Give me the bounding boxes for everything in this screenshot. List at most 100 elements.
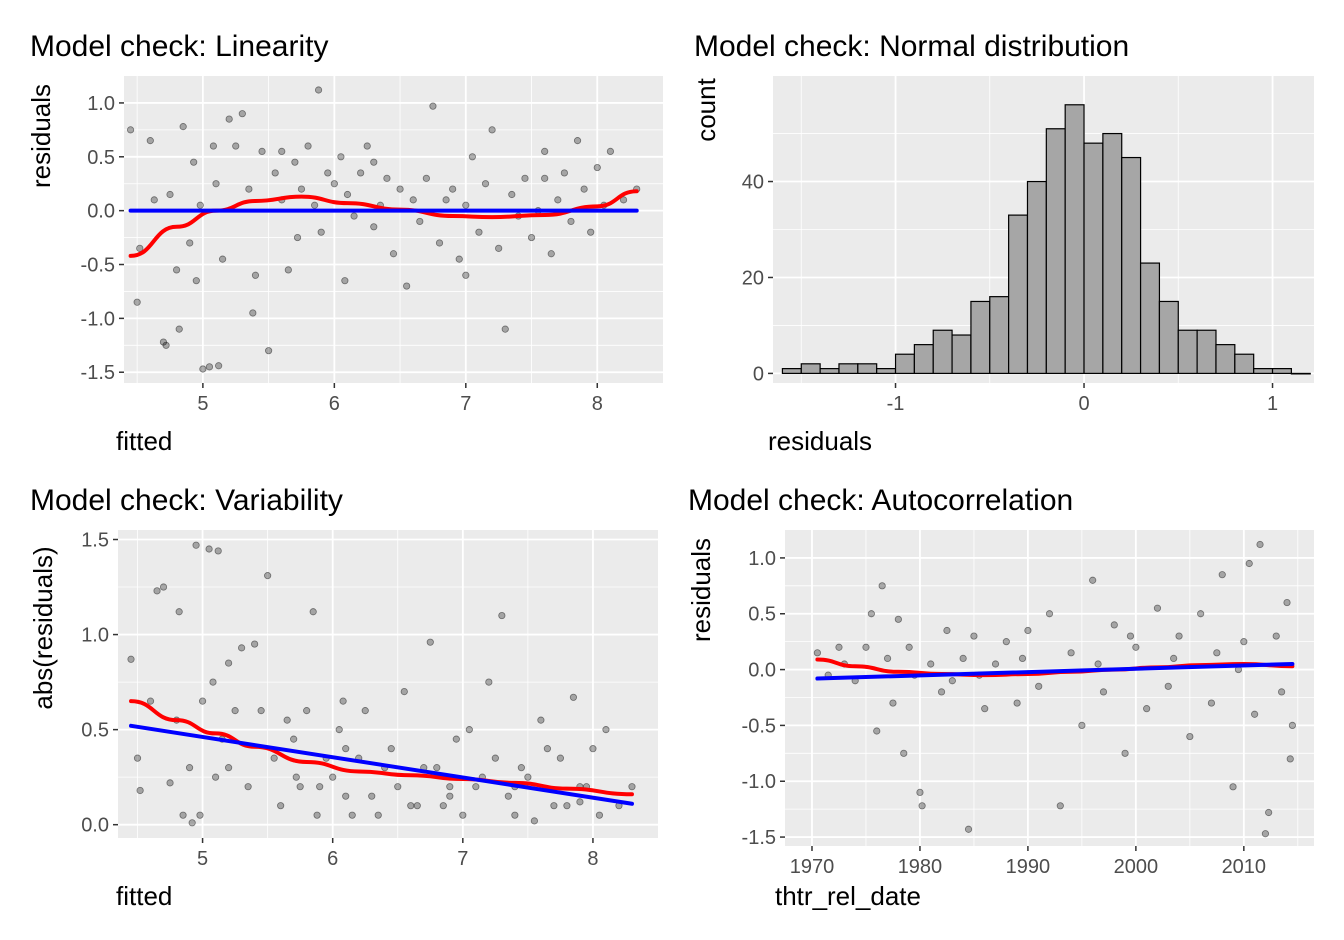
histogram-bar <box>1271 368 1292 375</box>
x-tick-label: 1990 <box>1006 856 1051 878</box>
data-point <box>560 169 569 177</box>
y-tick-label: 0.0 <box>87 201 115 223</box>
chart-title: Model check: Normal distribution <box>694 30 1129 63</box>
data-point <box>1132 643 1140 651</box>
data-point <box>1170 654 1178 663</box>
data-point <box>1035 682 1043 690</box>
data-point <box>403 282 411 290</box>
data-point <box>196 811 204 819</box>
data-point <box>292 773 300 781</box>
data-point <box>498 611 506 620</box>
data-point <box>317 228 325 236</box>
data-point <box>179 123 187 131</box>
y-tick-label: 40 <box>742 172 764 194</box>
data-point <box>1286 755 1294 763</box>
data-point <box>439 802 447 810</box>
data-point <box>146 137 154 145</box>
data-point <box>504 792 512 800</box>
data-point <box>541 147 549 156</box>
histogram-bar <box>932 329 953 375</box>
data-point <box>199 365 207 373</box>
y-tick-label: 1.0 <box>81 625 109 647</box>
data-point <box>225 764 233 772</box>
data-point <box>146 697 155 705</box>
chart-title: Model check: Linearity <box>30 30 328 63</box>
data-point <box>245 185 253 193</box>
data-point <box>212 180 220 188</box>
data-point <box>166 779 174 787</box>
data-point <box>166 190 174 199</box>
data-point <box>1164 682 1172 690</box>
data-point <box>452 735 460 743</box>
data-point <box>1240 638 1248 646</box>
data-point <box>878 582 886 590</box>
x-tick-label: 2010 <box>1222 856 1267 878</box>
data-point <box>495 244 503 252</box>
data-point <box>472 783 480 791</box>
data-point <box>1126 632 1135 640</box>
y-tick-label: 0 <box>753 363 764 385</box>
data-point <box>257 707 265 715</box>
data-point <box>556 754 565 762</box>
x-axis-label: residuals <box>768 426 872 456</box>
x-tick-label: 1 <box>1267 393 1278 415</box>
data-point <box>1045 610 1054 618</box>
data-point <box>205 363 214 371</box>
data-point <box>363 142 371 150</box>
data-point <box>394 783 402 791</box>
data-point <box>368 792 376 800</box>
data-point <box>1067 649 1075 657</box>
data-point <box>409 196 417 204</box>
y-tick-label: 1.0 <box>87 93 115 115</box>
data-point <box>1018 654 1027 663</box>
data-point <box>192 541 200 549</box>
data-point <box>889 699 897 707</box>
x-tick-label: 2000 <box>1114 856 1159 878</box>
data-point <box>1121 749 1129 757</box>
histogram-bar <box>1253 368 1274 375</box>
data-point <box>433 764 441 772</box>
data-point <box>927 660 935 668</box>
data-point <box>251 640 259 648</box>
x-tick-label: 8 <box>592 393 603 415</box>
data-point <box>290 735 298 743</box>
histogram-bar <box>1196 329 1217 375</box>
data-point <box>1056 802 1064 810</box>
data-point <box>1143 705 1151 713</box>
data-point <box>446 783 454 791</box>
data-point <box>374 811 382 819</box>
data-point <box>264 572 272 580</box>
data-point <box>462 201 470 209</box>
data-point <box>133 754 142 762</box>
data-point <box>1256 540 1264 549</box>
y-tick-label: 1.5 <box>81 530 109 552</box>
data-point <box>159 338 168 346</box>
x-tick-label: 6 <box>329 393 340 415</box>
histogram-bar <box>951 334 972 375</box>
x-tick-label: 5 <box>197 848 208 870</box>
x-tick-label: 5 <box>197 393 208 415</box>
data-point <box>291 158 299 166</box>
data-point <box>278 147 286 156</box>
data-point <box>175 608 183 616</box>
data-point <box>162 341 170 349</box>
data-point <box>1261 830 1270 838</box>
data-point <box>133 298 141 306</box>
data-point <box>567 217 575 226</box>
data-point <box>916 788 924 797</box>
data-point <box>426 638 434 646</box>
data-point <box>521 174 529 182</box>
data-point <box>258 147 266 156</box>
histogram-bar <box>894 353 915 375</box>
histogram-bar <box>913 344 934 375</box>
histogram-bar <box>1139 262 1161 375</box>
panel-background <box>124 76 663 383</box>
data-point <box>593 163 601 172</box>
data-point <box>530 817 538 825</box>
data-point <box>172 266 181 274</box>
data-point <box>1229 783 1237 791</box>
y-tick-label: -0.5 <box>742 715 776 737</box>
data-point <box>314 86 323 94</box>
